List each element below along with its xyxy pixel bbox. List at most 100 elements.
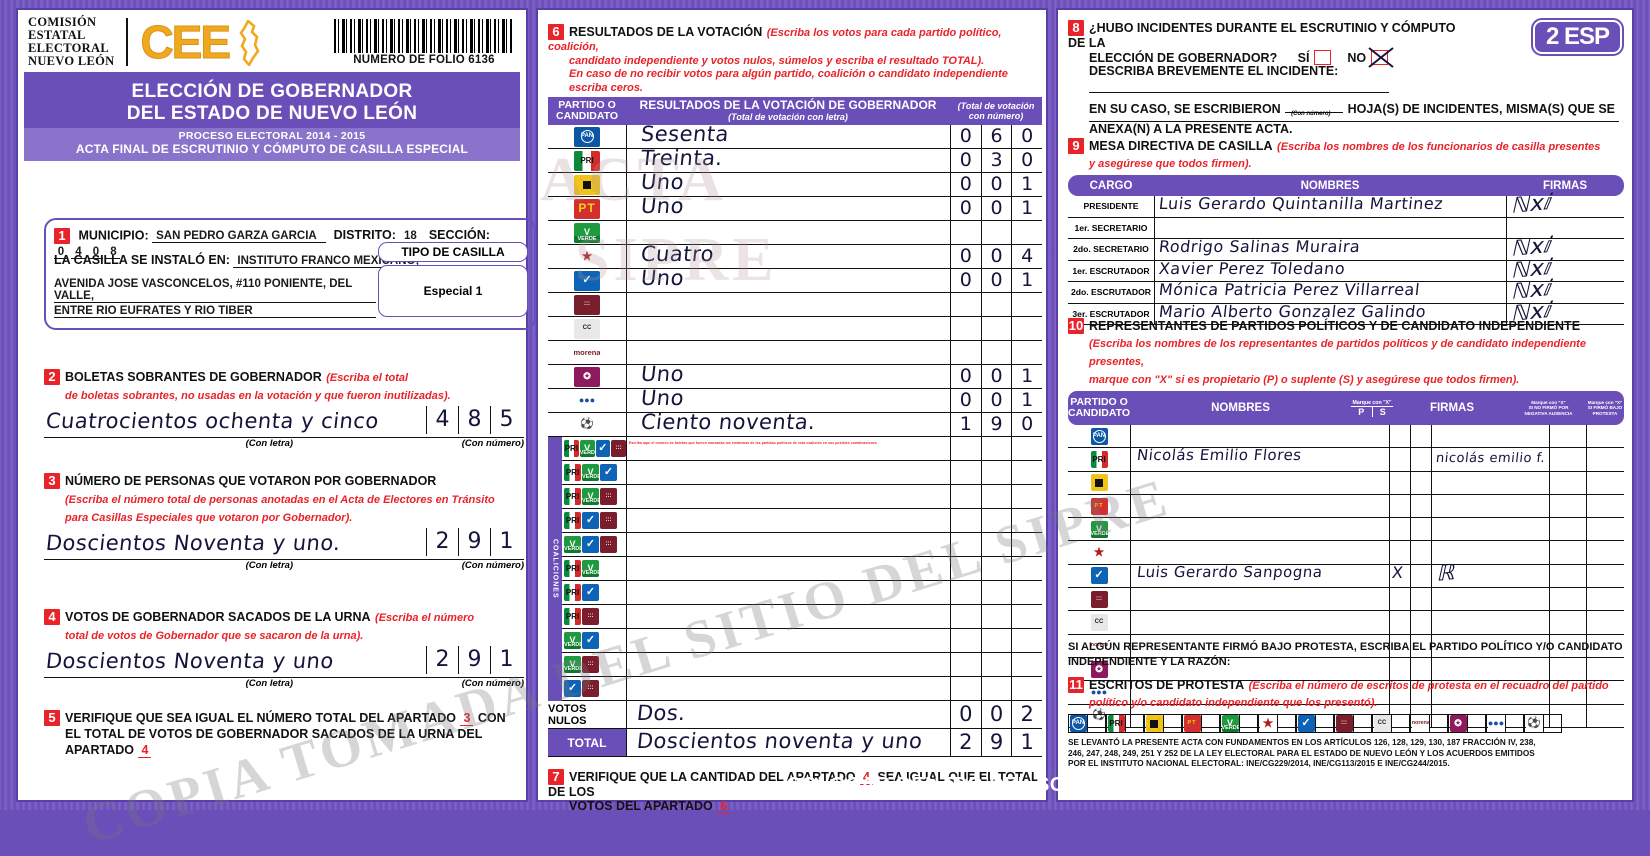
protest-box-cc[interactable]: CC [1372,714,1410,734]
no-firmo-cell[interactable] [1549,588,1586,611]
suplente-cell[interactable] [1410,634,1431,657]
suplente-cell[interactable] [1410,471,1431,494]
no-firmo-cell[interactable] [1549,611,1586,634]
party-row[interactable]: ⚽ Ciento noventa. 1 9 0 [548,410,1042,437]
section-2-field[interactable]: Cuatrocientos ochenta y cinco 4 8 5 (Con… [44,406,524,449]
propietario-cell[interactable] [1389,471,1410,494]
bajo-protesta-cell[interactable] [1586,564,1624,588]
no-firmo-cell[interactable] [1549,518,1586,541]
representante-row[interactable]: ::: [1068,588,1624,612]
suplente-cell[interactable] [1410,611,1431,634]
bajo-protesta-cell[interactable] [1586,541,1624,564]
protest-count-input[interactable] [1277,715,1295,733]
protest-box-pd[interactable]: ::: [1334,714,1372,734]
no-firmo-cell[interactable] [1549,471,1586,494]
representante-row[interactable]: ●●● [1068,681,1624,705]
protest-count-input[interactable] [1467,715,1485,733]
protest-count-input[interactable] [1391,715,1409,733]
representante-row[interactable]: ★ [1068,541,1624,565]
representante-row[interactable] [1068,471,1624,495]
propietario-cell[interactable] [1389,611,1410,634]
protest-count-input[interactable] [1087,715,1105,733]
party-row[interactable]: Uno 0 0 1 [548,170,1042,197]
mesa-directiva-row[interactable]: 1er. SECRETARIO [1068,217,1624,240]
bajo-protesta-cell[interactable] [1586,471,1624,494]
party-row[interactable]: morena [548,341,1042,365]
protest-count-input[interactable] [1353,715,1371,733]
party-row[interactable]: ::: [548,293,1042,317]
no-firmo-cell[interactable] [1549,704,1586,727]
protest-count-input[interactable] [1505,715,1523,733]
coalition-row[interactable]: PRIVVERDE✓:::Escriba aquí el número de b… [562,437,1042,461]
representante-row[interactable]: morena [1068,634,1624,658]
suplente-cell[interactable] [1410,518,1431,541]
protest-input-line[interactable] [1068,669,1468,681]
suplente-cell[interactable] [1410,494,1431,518]
protest-box-mc[interactable]: ✓ [1296,714,1334,734]
party-row[interactable]: CC [548,317,1042,341]
propietario-cell[interactable] [1389,448,1410,471]
propietario-cell[interactable] [1389,518,1410,541]
propietario-cell[interactable] [1389,494,1410,518]
mesa-directiva-row[interactable]: 2do. ESCRUTADOR Mónica Patricia Perez Vil… [1068,276,1624,305]
protest-count-input[interactable] [1201,715,1219,733]
no-firmo-cell[interactable] [1549,448,1586,471]
protest-box-morena[interactable]: morena [1410,714,1448,734]
protest-box-pri[interactable]: PRI [1106,714,1144,734]
seccion-digits[interactable]: 0 4 0 8 [54,244,121,259]
party-row[interactable]: V VERDE [548,221,1042,245]
party-row[interactable]: PAN Sesenta 0 6 0 [548,122,1042,149]
coalition-row[interactable]: PRI ✓::: [562,509,1042,533]
representante-row[interactable]: CC [1068,611,1624,635]
coalition-row[interactable]: PRIVVERDE::: [562,485,1042,509]
coalition-row[interactable]: ✓::: [562,677,1042,701]
protest-box-pes[interactable]: ●●● [1486,714,1524,734]
protest-count-input[interactable] [1543,715,1561,733]
no-firmo-cell[interactable] [1549,564,1586,588]
total-row[interactable]: TOTAL Doscientos noventa y uno 2 9 1 [548,729,1042,757]
propietario-cell[interactable] [1389,425,1410,448]
party-row[interactable]: ●●● Uno 0 0 1 [548,386,1042,413]
coalition-row[interactable]: PRI ✓ [562,581,1042,605]
mesa-directiva-row[interactable]: 3er. ESCRUTADOR Mario Alberto Gonzalez Ga… [1068,298,1624,327]
address-line-3[interactable]: ENTRE RIO EUFRATES Y RIO TIBER [54,305,376,318]
suplente-cell[interactable] [1410,588,1431,611]
suplente-cell[interactable] [1410,541,1431,564]
address-line-2[interactable]: AVENIDA JOSE VASCONCELOS, #110 PONIENTE,… [54,278,376,303]
propietario-cell[interactable] [1389,634,1410,657]
representante-row[interactable]: ✓ Luis Gerardo Sanpogna X ℝ [1068,560,1624,589]
party-row[interactable]: ★ Cuatro 0 0 4 [548,242,1042,269]
no-firmo-cell[interactable] [1549,681,1586,704]
bajo-protesta-cell[interactable] [1586,425,1624,448]
propietario-cell[interactable] [1389,681,1410,704]
protest-box-pt[interactable]: PT [1182,714,1220,734]
bajo-protesta-cell[interactable] [1586,634,1624,657]
bajo-protesta-cell[interactable] [1586,611,1624,634]
protest-count-input[interactable] [1125,715,1143,733]
section-4-field[interactable]: Doscientos Noventa y uno 2 9 1 (Con letr… [44,646,524,689]
coalition-row[interactable]: PRIVVERDE [562,557,1042,581]
suplente-cell[interactable] [1410,564,1431,588]
no-firmo-cell[interactable] [1549,634,1586,657]
mesa-directiva-row[interactable]: 2do. SECRETARIO Rodrigo Salinas Muraira ℕx… [1068,233,1624,262]
no-firmo-cell[interactable] [1549,425,1586,448]
propietario-cell[interactable] [1389,541,1410,564]
no-checkbox[interactable] [1367,47,1394,69]
protest-count-input[interactable] [1429,715,1447,733]
bajo-protesta-cell[interactable] [1586,681,1624,704]
suplente-cell[interactable] [1410,448,1431,471]
propietario-cell[interactable] [1389,657,1410,681]
protest-count-input[interactable] [1163,715,1181,733]
representante-row[interactable]: PAN [1068,425,1624,449]
suplente-cell[interactable] [1410,681,1431,704]
no-firmo-cell[interactable] [1549,494,1586,518]
mesa-directiva-row[interactable]: PRESIDENTE Luis Gerardo Quintanilla Marti… [1068,190,1624,219]
address-line-1[interactable]: INSTITUTO FRANCO MEXICANO; [233,255,424,268]
bajo-protesta-cell[interactable] [1586,588,1624,611]
coalition-row[interactable]: PRI::: [562,605,1042,629]
bajo-protesta-cell[interactable] [1586,518,1624,541]
